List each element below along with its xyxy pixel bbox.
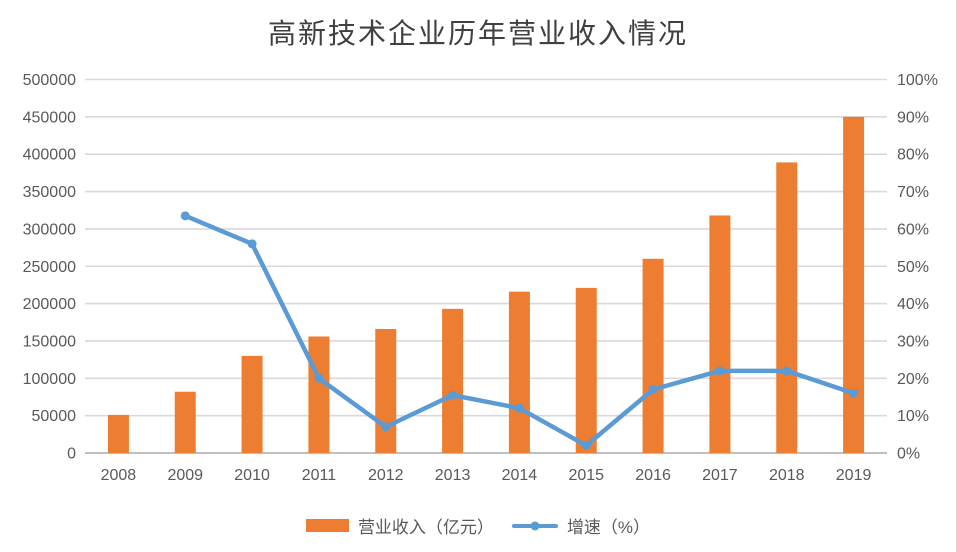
x-axis-tick-label: 2018 (769, 467, 805, 484)
x-axis-tick-label: 2011 (302, 467, 337, 484)
right-axis-tick-label: 90% (897, 109, 929, 126)
left-axis-tick-label: 450000 (23, 109, 76, 126)
revenue-bar-2019 (843, 116, 865, 453)
revenue-legend-swatch (305, 519, 349, 532)
x-axis-tick-label: 2014 (502, 467, 538, 484)
growth-legend-swatch (511, 521, 558, 530)
revenue-bar-2010 (241, 355, 263, 453)
x-axis-tick-label: 2008 (101, 467, 137, 484)
revenue-bar-2012 (375, 328, 397, 453)
chart-title: 高新技术企业历年营业收入情况 (267, 17, 688, 50)
growth-line-marker-2015 (581, 441, 591, 451)
revenue-bar-2008 (107, 414, 129, 453)
growth-legend-label: 增速（%） (566, 518, 651, 537)
right-axis-tick-label: 100% (897, 72, 938, 89)
growth-line-marker-2013 (448, 390, 458, 400)
right-axis-tick-label: 30% (897, 333, 929, 350)
revenue-bar-2017 (709, 215, 731, 453)
right-axis-tick-label: 10% (897, 408, 929, 425)
growth-legend-marker-icon (530, 521, 540, 530)
growth-line-marker-2010 (247, 239, 257, 249)
right-axis-tick-label: 20% (897, 371, 929, 388)
chart-legend: 营业收入（亿元） 增速（%） (0, 513, 956, 538)
right-axis-tick-label: 0% (897, 446, 920, 463)
left-axis-tick-label: 50000 (32, 408, 77, 425)
revenue-bar-2018 (776, 162, 798, 454)
right-axis-tick-label: 60% (897, 221, 929, 238)
revenue-bar-2009 (174, 391, 196, 453)
left-axis-tick-label: 400000 (23, 147, 76, 164)
revenue-bar-2016 (642, 258, 664, 453)
right-axis-tick-label: 80% (897, 147, 929, 164)
legend-item-growth: 增速（%） (511, 513, 651, 538)
x-axis-tick-label: 2016 (635, 467, 671, 484)
growth-line-marker-2014 (514, 403, 524, 413)
growth-line-marker-2011 (314, 373, 324, 383)
left-axis-tick-label: 500000 (23, 72, 76, 89)
revenue-legend-label: 营业收入（亿元） (357, 518, 494, 537)
legend-item-revenue: 营业收入（亿元） (305, 513, 494, 538)
right-axis-tick-label: 70% (897, 184, 929, 201)
left-axis-tick-label: 100000 (23, 371, 76, 388)
revenue-bar-2015 (575, 287, 597, 453)
left-axis-tick-label: 150000 (23, 333, 76, 350)
right-axis-tick-label: 40% (897, 296, 929, 313)
revenue-bar-2014 (508, 291, 530, 453)
left-axis-tick-label: 350000 (23, 184, 76, 201)
growth-line-marker-2009 (180, 211, 190, 221)
growth-line-marker-2012 (381, 422, 391, 432)
x-axis-tick-label: 2012 (368, 467, 404, 484)
x-axis-tick-label: 2010 (234, 467, 270, 484)
left-axis-tick-label: 300000 (23, 221, 76, 238)
growth-line-marker-2019 (849, 388, 859, 398)
x-axis-tick-label: 2009 (167, 467, 203, 484)
x-axis-tick-label: 2017 (702, 467, 738, 484)
x-axis-tick-label: 2013 (435, 467, 471, 484)
right-axis-tick-label: 50% (897, 259, 929, 276)
revenue-bar-2013 (442, 308, 464, 453)
growth-line-marker-2017 (715, 366, 725, 376)
x-axis-tick-label: 2019 (836, 467, 872, 484)
x-axis-tick-label: 2015 (568, 467, 604, 484)
left-axis-tick-label: 200000 (23, 296, 76, 313)
left-axis-tick-label: 250000 (23, 259, 76, 276)
growth-line-marker-2018 (782, 366, 792, 376)
growth-line-marker-2016 (648, 385, 658, 395)
revenue-bar-2011 (308, 336, 330, 453)
left-axis-tick-label: 0 (67, 446, 76, 463)
